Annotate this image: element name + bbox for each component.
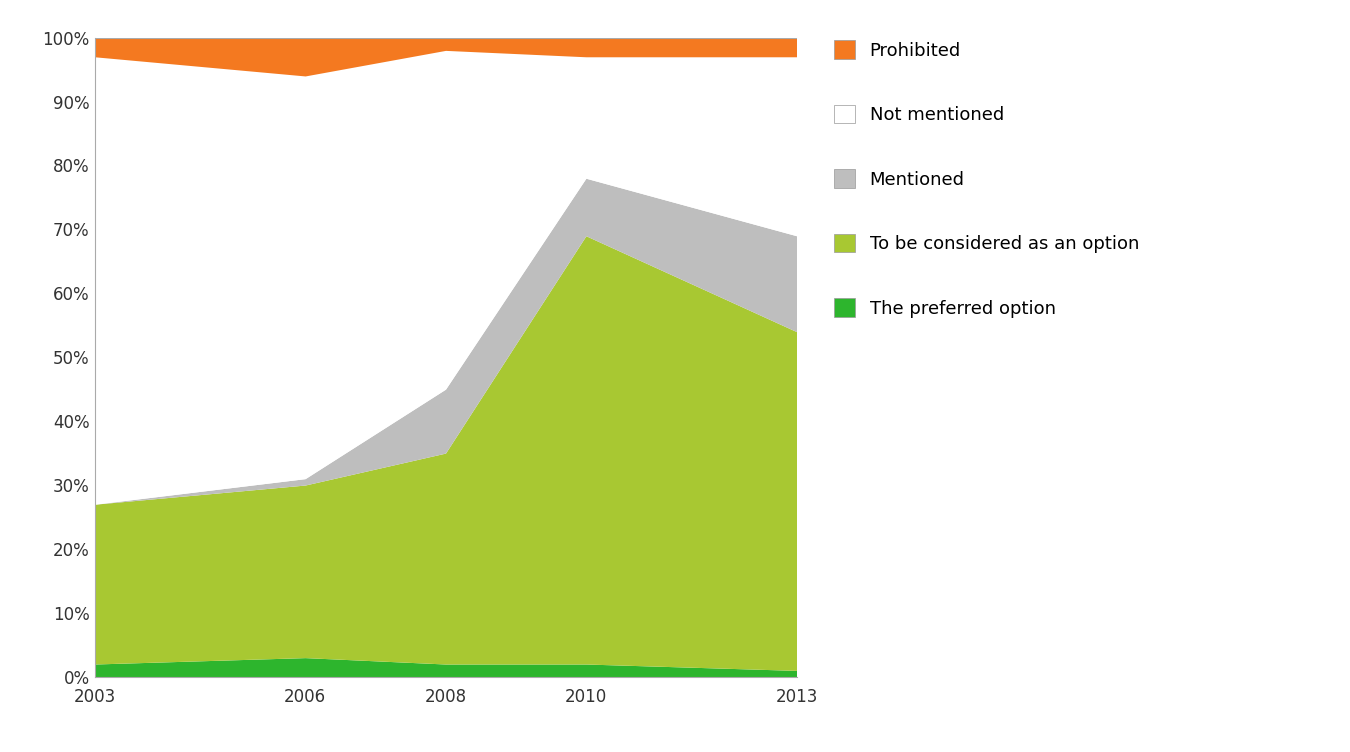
Legend: Prohibited, Not mentioned, Mentioned, To be considered as an option, The preferr: Prohibited, Not mentioned, Mentioned, To… xyxy=(833,41,1139,317)
